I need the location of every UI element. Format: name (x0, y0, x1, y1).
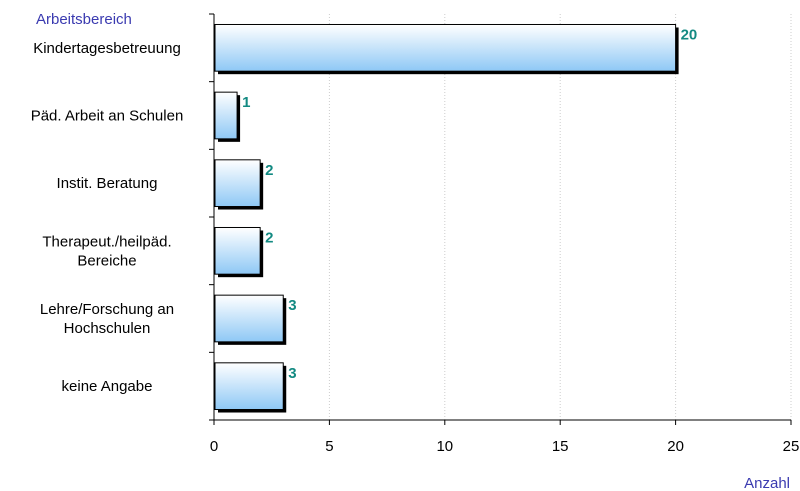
bar-value-label: 2 (265, 162, 273, 179)
category-label: Bereiche (77, 252, 136, 269)
category-label: Kindertagesbetreuung (33, 40, 181, 57)
x-tick-labels: 0 5 10 15 20 25 (210, 438, 800, 455)
bars: 20 1 2 2 3 3 (214, 23, 698, 413)
bar (214, 23, 677, 72)
x-tick-label: 20 (667, 438, 684, 455)
category-label: Päd. Arbeit an Schulen (31, 108, 184, 125)
x-tick-label: 0 (210, 438, 218, 455)
bar-value-label: 3 (288, 297, 296, 314)
x-axis-title: Anzahl (744, 475, 790, 491)
grid-lines (328, 14, 792, 420)
bar (214, 91, 238, 140)
bar-value-label: 2 (265, 229, 273, 246)
category-label: keine Angabe (62, 378, 153, 395)
category-labels: Kindertagesbetreuung Päd. Arbeit an Schul… (31, 40, 184, 395)
bar (214, 226, 261, 275)
category-label: Instit. Beratung (57, 175, 158, 192)
x-tick-label: 10 (436, 438, 453, 455)
x-tick-label: 15 (552, 438, 569, 455)
bar-value-label: 1 (242, 94, 250, 111)
category-label: Hochschulen (64, 320, 151, 337)
bar-value-label: 3 (288, 365, 296, 382)
bar (214, 362, 284, 411)
category-label: Therapeut./heilpäd. (42, 233, 171, 250)
x-tick-label: 5 (325, 438, 333, 455)
category-label: Lehre/Forschung an (40, 301, 174, 318)
x-tick-label: 25 (783, 438, 800, 455)
bar (214, 294, 284, 343)
bar (214, 159, 261, 208)
axes (209, 13, 792, 425)
bar-value-label: 20 (681, 26, 698, 43)
y-axis-title: Arbeitsbereich (36, 11, 132, 28)
